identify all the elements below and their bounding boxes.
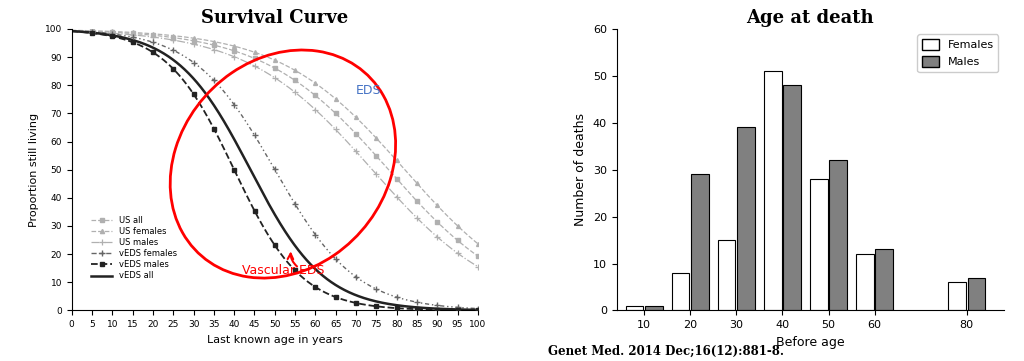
Bar [672, 273, 689, 310]
Bar [691, 174, 709, 310]
Text: EDS: EDS [356, 84, 382, 97]
Bar [810, 179, 827, 310]
Bar [737, 127, 755, 310]
Y-axis label: Number of deaths: Number of deaths [574, 113, 587, 226]
Bar [783, 85, 801, 310]
Bar [829, 160, 847, 310]
Bar [856, 254, 873, 310]
Bar [968, 278, 985, 310]
Title: Survival Curve: Survival Curve [201, 9, 348, 27]
Legend: US all, US females, US males, vEDS females, vEDS males, vEDS all: US all, US females, US males, vEDS femal… [88, 213, 180, 284]
Bar [876, 249, 893, 310]
Bar [764, 71, 781, 310]
Bar [718, 240, 735, 310]
Text: Genet Med. 2014 Dec;16(12):881-8.: Genet Med. 2014 Dec;16(12):881-8. [548, 344, 783, 357]
X-axis label: Before age: Before age [776, 336, 845, 349]
Bar [948, 282, 966, 310]
Legend: Females, Males: Females, Males [918, 34, 998, 72]
Bar [626, 306, 643, 310]
Text: Vascular EDS: Vascular EDS [243, 264, 325, 277]
Y-axis label: Proportion still living: Proportion still living [29, 113, 39, 227]
Title: Age at death: Age at death [746, 9, 873, 27]
X-axis label: Last known age in years: Last known age in years [207, 335, 343, 345]
Bar [645, 306, 663, 310]
